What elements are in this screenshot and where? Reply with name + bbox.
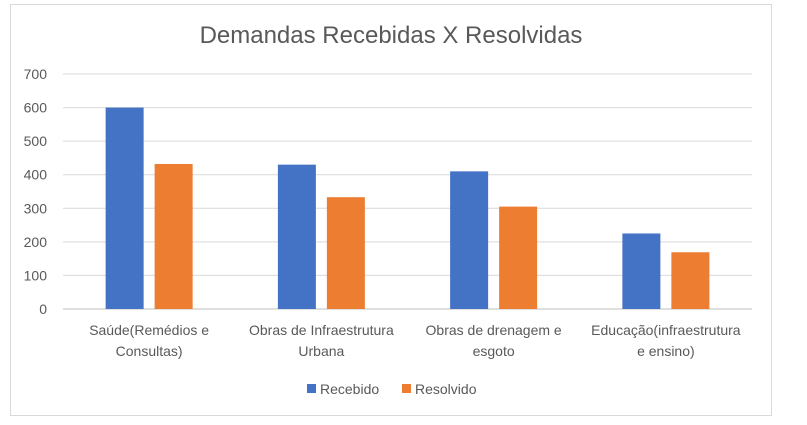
legend-label-resolvido: Resolvido	[415, 381, 477, 397]
y-tick-label: 600	[24, 100, 48, 116]
bars	[105, 107, 710, 309]
legend-label-recebido: Recebido	[320, 381, 379, 397]
y-tick-label: 200	[24, 234, 48, 250]
category-label: Educação(infraestrutura	[591, 322, 741, 338]
bar-recebido	[450, 171, 489, 309]
legend: Recebido Resolvido	[307, 381, 477, 397]
y-tick-label: 700	[24, 66, 48, 82]
bar-resolvido	[671, 252, 710, 309]
bar-recebido	[105, 107, 144, 309]
bar-resolvido	[326, 197, 365, 309]
y-tick-label: 100	[24, 267, 48, 283]
category-label: Obras de Infraestrutura	[249, 322, 394, 338]
y-tick-label: 0	[39, 301, 47, 317]
y-tick-label: 300	[24, 200, 48, 216]
bar-recebido	[622, 233, 661, 309]
category-label: e ensino)	[637, 343, 695, 359]
y-tick-label: 400	[24, 167, 48, 183]
bar-resolvido	[499, 206, 538, 309]
x-axis-categories: Saúde(Remédios e Consultas) Obras de Infra…	[89, 322, 741, 359]
category-label: Obras de drenagem e	[426, 322, 562, 338]
chart-title: Demandas Recebidas X Resolvidas	[200, 22, 583, 49]
bar-recebido	[277, 164, 316, 309]
category-label: esgoto	[473, 343, 515, 359]
legend-swatch-resolvido	[402, 384, 411, 393]
category-label: Consultas)	[116, 343, 183, 359]
y-tick-label: 500	[24, 133, 48, 149]
bar-resolvido	[154, 163, 193, 309]
legend-swatch-recebido	[307, 384, 316, 393]
y-axis-ticks: 0 100 200 300 400 500 600 700	[24, 66, 48, 317]
category-label: Urbana	[298, 343, 344, 359]
category-label: Saúde(Remédios e	[89, 322, 209, 338]
